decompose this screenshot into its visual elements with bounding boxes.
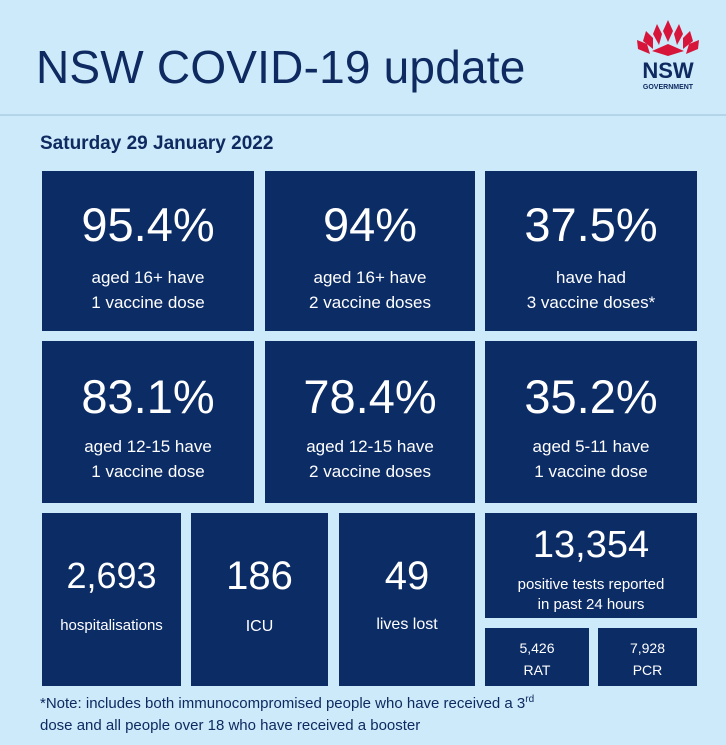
tile-label-line2: 3 vaccine doses* — [526, 293, 656, 312]
positive-tests-tile: 13,354 positive tests reported in past 2… — [485, 513, 697, 618]
header-divider — [0, 114, 726, 116]
stat-value: 2,693 — [66, 555, 157, 596]
waratah-icon — [637, 20, 699, 56]
tile-label-line1: have had — [556, 268, 626, 287]
rat-tile: 5,426 RAT — [485, 628, 589, 686]
tile-value: 95.4% — [81, 198, 215, 251]
tile-label-line1: aged 12-15 have — [306, 437, 434, 456]
stat-tile-lives-lost: 49 lives lost — [339, 513, 475, 686]
tile-label-line2: 2 vaccine doses — [309, 293, 431, 312]
pcr-value: 7,928 — [629, 640, 666, 656]
rat-value: 5,426 — [519, 640, 555, 656]
tile-label-line2: 1 vaccine dose — [91, 293, 205, 312]
tile-value: 35.2% — [524, 370, 658, 423]
footnote-superscript: rd — [525, 694, 535, 705]
footnote-part1: *Note: includes both immunocompromised p… — [40, 695, 526, 712]
rat-label: RAT — [523, 662, 551, 678]
stat-tile-hospitalisations: 2,693 hospitalisations — [42, 513, 181, 686]
page-title: NSW COVID-19 update — [36, 41, 526, 93]
stat-value: 186 — [226, 554, 293, 598]
pcr-tile: 7,928 PCR — [598, 628, 697, 686]
vaccine-tile-16-dose2: 94% aged 16+ have 2 vaccine doses — [265, 171, 475, 331]
tile-label-line1: aged 16+ have — [313, 268, 427, 287]
tile-label-line1: aged 16+ have — [91, 268, 205, 287]
tile-label-line2: 1 vaccine dose — [91, 462, 205, 481]
tests-label-line1: positive tests reported — [517, 576, 665, 593]
tile-value: 94% — [322, 198, 418, 251]
tile-value: 37.5% — [524, 198, 658, 251]
footnote: *Note: includes both immunocompromised p… — [40, 693, 700, 737]
tile-label-line2: 2 vaccine doses — [309, 462, 431, 481]
tile-value: 83.1% — [81, 370, 215, 423]
vaccine-tile-16-dose1: 95.4% aged 16+ have 1 vaccine dose — [42, 171, 254, 331]
stat-label: hospitalisations — [60, 617, 163, 634]
logo-sub: GOVERNMENT — [642, 84, 694, 91]
tile-value: 78.4% — [303, 370, 437, 423]
vaccine-tile-dose3: 37.5% have had 3 vaccine doses* — [485, 171, 697, 331]
tile-label-line1: aged 12-15 have — [84, 437, 212, 456]
logo-word: NSW — [642, 58, 694, 83]
report-date: Saturday 29 January 2022 — [40, 133, 274, 154]
tile-label-line2: 1 vaccine dose — [534, 462, 648, 481]
pcr-label: PCR — [632, 662, 663, 678]
vaccine-tile-12-15-dose2: 78.4% aged 12-15 have 2 vaccine doses — [265, 341, 475, 503]
stat-label: ICU — [245, 618, 274, 635]
tests-label-line2: in past 24 hours — [537, 596, 645, 613]
footnote-part2: dose and all people over 18 who have rec… — [40, 717, 421, 734]
nsw-government-logo: NSW GOVERNMENT — [628, 18, 708, 98]
tile-label-line1: aged 5-11 have — [532, 437, 650, 456]
vaccine-tile-12-15-dose1: 83.1% aged 12-15 have 1 vaccine dose — [42, 341, 254, 503]
vaccine-tile-5-11-dose1: 35.2% aged 5-11 have 1 vaccine dose — [485, 341, 697, 503]
stat-value: 49 — [384, 554, 430, 598]
stat-label: lives lost — [376, 616, 438, 633]
tests-value: 13,354 — [532, 524, 650, 566]
stat-tile-icu: 186 ICU — [191, 513, 328, 686]
